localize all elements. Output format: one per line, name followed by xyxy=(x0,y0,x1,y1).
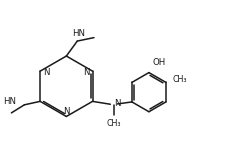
Text: HN: HN xyxy=(4,97,17,106)
Text: CH₃: CH₃ xyxy=(106,119,121,128)
Text: OH: OH xyxy=(153,58,166,67)
Text: N: N xyxy=(43,68,49,77)
Text: HN: HN xyxy=(72,29,85,38)
Text: CH₃: CH₃ xyxy=(173,75,187,84)
Text: N: N xyxy=(84,68,90,77)
Text: N: N xyxy=(114,99,120,108)
Text: N: N xyxy=(63,107,69,116)
